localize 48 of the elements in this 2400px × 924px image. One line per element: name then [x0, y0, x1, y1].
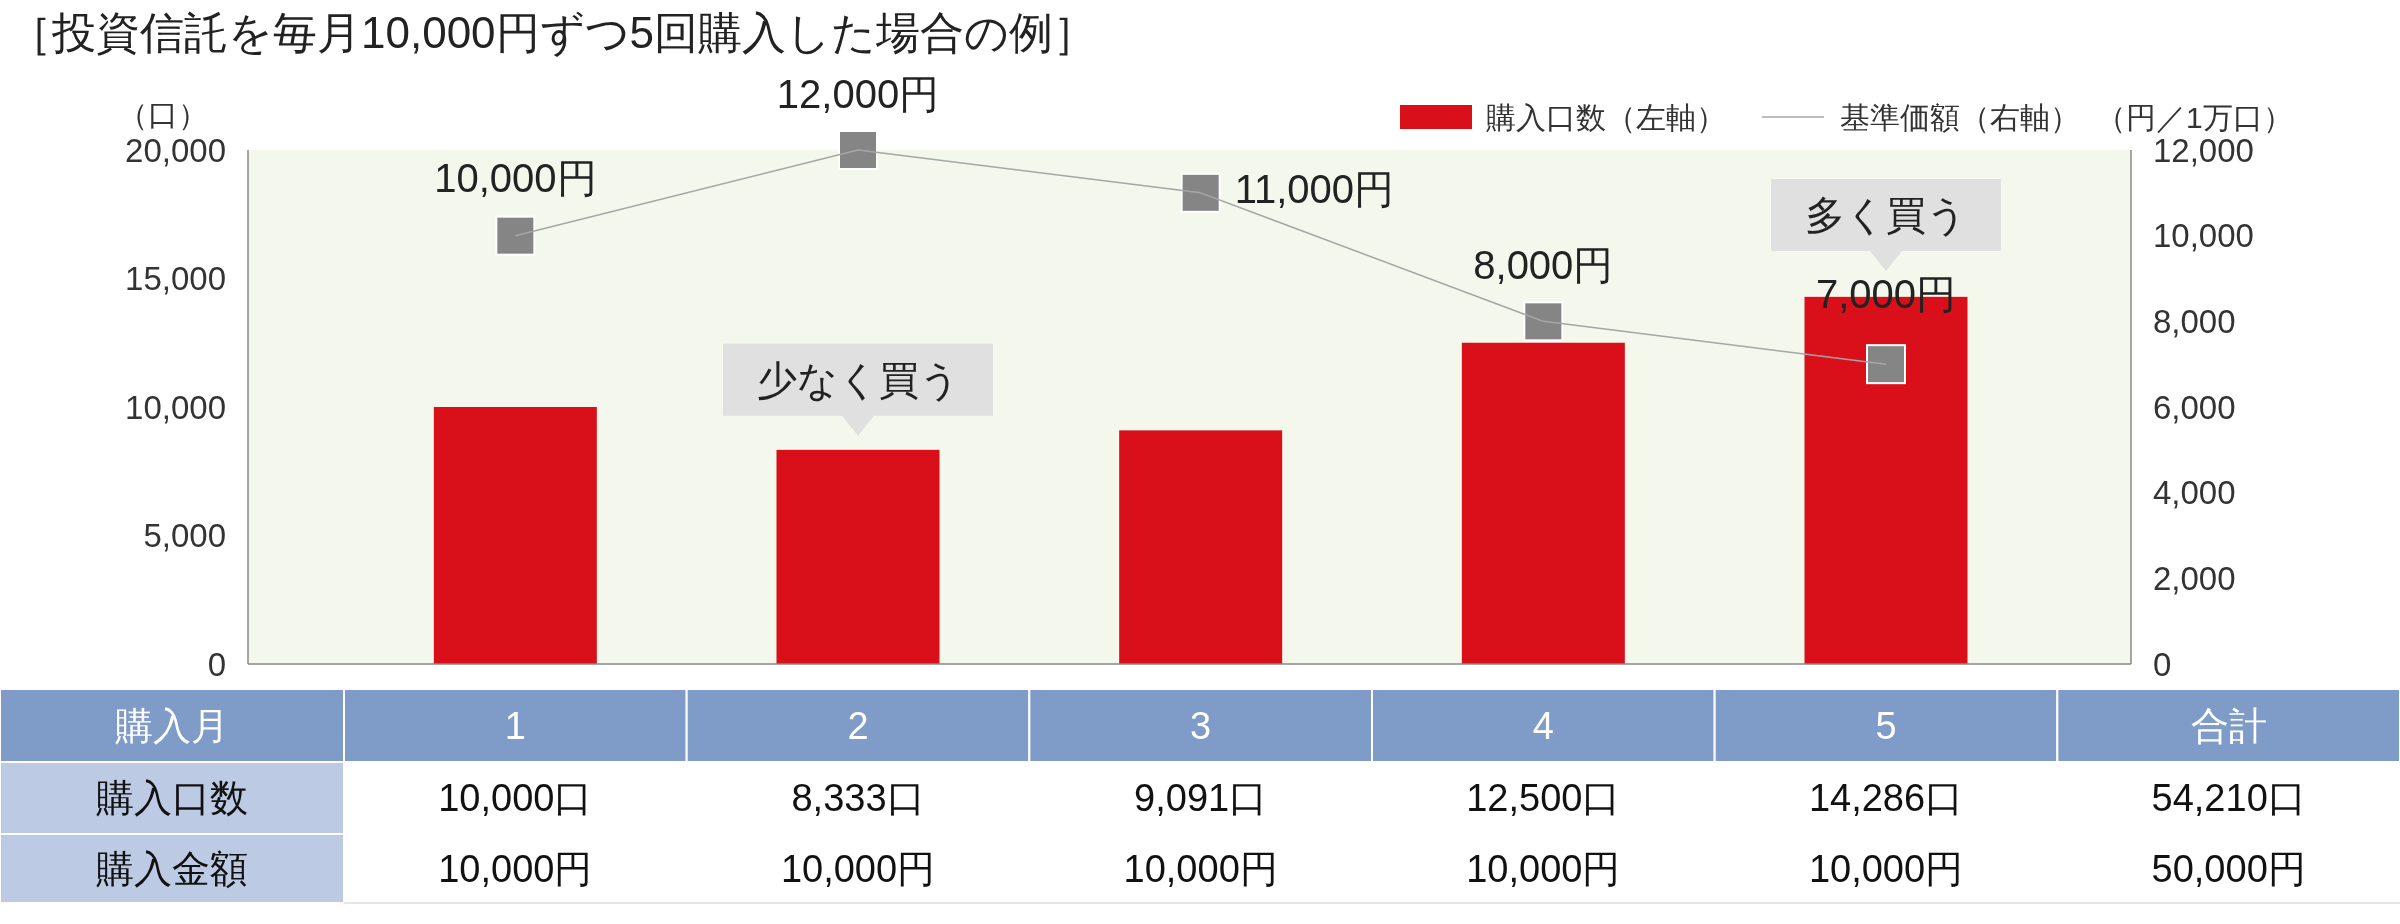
y2-axis-title: （円／1万口） [2096, 100, 2293, 134]
chart-title: ［投資信託を毎月10,000円ずつ5回購入した場合の例］ [8, 7, 1098, 58]
legend-label: 基準価額（右軸） [1840, 100, 2080, 134]
point [1523, 301, 1564, 342]
text: 10,000円 [1808, 847, 1964, 890]
annotation: 多く買う [1805, 193, 1967, 237]
text: 購入金額 [96, 847, 248, 890]
data-label: 10,000口 [438, 777, 593, 819]
y2-tick-label: 10,000 [2153, 217, 2254, 255]
data-label: 9,091口 [1134, 777, 1268, 819]
data-label: 8,333口 [791, 777, 925, 819]
text: 54,210口 [2151, 777, 2306, 819]
annotation: 少なく買う [756, 357, 960, 402]
y-tick-label: 0 [207, 645, 226, 683]
x-tick-label: 4 [1532, 704, 1554, 747]
text: 10,000円 [780, 847, 936, 890]
point [838, 130, 878, 170]
x-tick-label: 1 [504, 704, 526, 747]
x-tick-label: 3 [1190, 704, 1212, 747]
text: 購入口数 [96, 777, 248, 819]
y2-tick-label: 0 [2153, 645, 2172, 683]
y2-tick-label: 8,000 [2153, 302, 2236, 340]
y-tick-label: 5,000 [143, 517, 226, 554]
text: 10,000円 [1466, 847, 1621, 890]
x-tick-label: 2 [847, 704, 869, 747]
y-axis-title: （口） [118, 97, 208, 131]
text: 合計 [2190, 704, 2267, 747]
y2-tick-label: 4,000 [2153, 474, 2236, 512]
text: 購入月 [115, 704, 229, 747]
data-label: 8,000円 [1473, 243, 1614, 288]
y2-tick-label: 2,000 [2153, 559, 2236, 597]
data-label: 12,500口 [1466, 777, 1621, 819]
point [1180, 172, 1221, 213]
y2-tick-label: 6,000 [2153, 388, 2236, 426]
text: 50,000円 [2151, 847, 2306, 890]
y-tick-label: 10,000 [125, 388, 226, 426]
y-tick-label: 15,000 [125, 260, 226, 297]
y-tick-label: 20,000 [125, 131, 226, 169]
point [1866, 344, 1906, 385]
data-label: 11,000円 [1234, 166, 1395, 211]
data-label: 12,000円 [776, 72, 940, 116]
data-label: 10,000円 [434, 155, 597, 200]
point [495, 215, 536, 256]
text: 10,000円 [1123, 847, 1278, 890]
legend-label: 購入口数（左軸） [1486, 100, 1726, 134]
data-label: 14,286口 [1808, 777, 1964, 819]
x-tick-label: 5 [1875, 704, 1897, 747]
text: 10,000円 [438, 847, 593, 890]
